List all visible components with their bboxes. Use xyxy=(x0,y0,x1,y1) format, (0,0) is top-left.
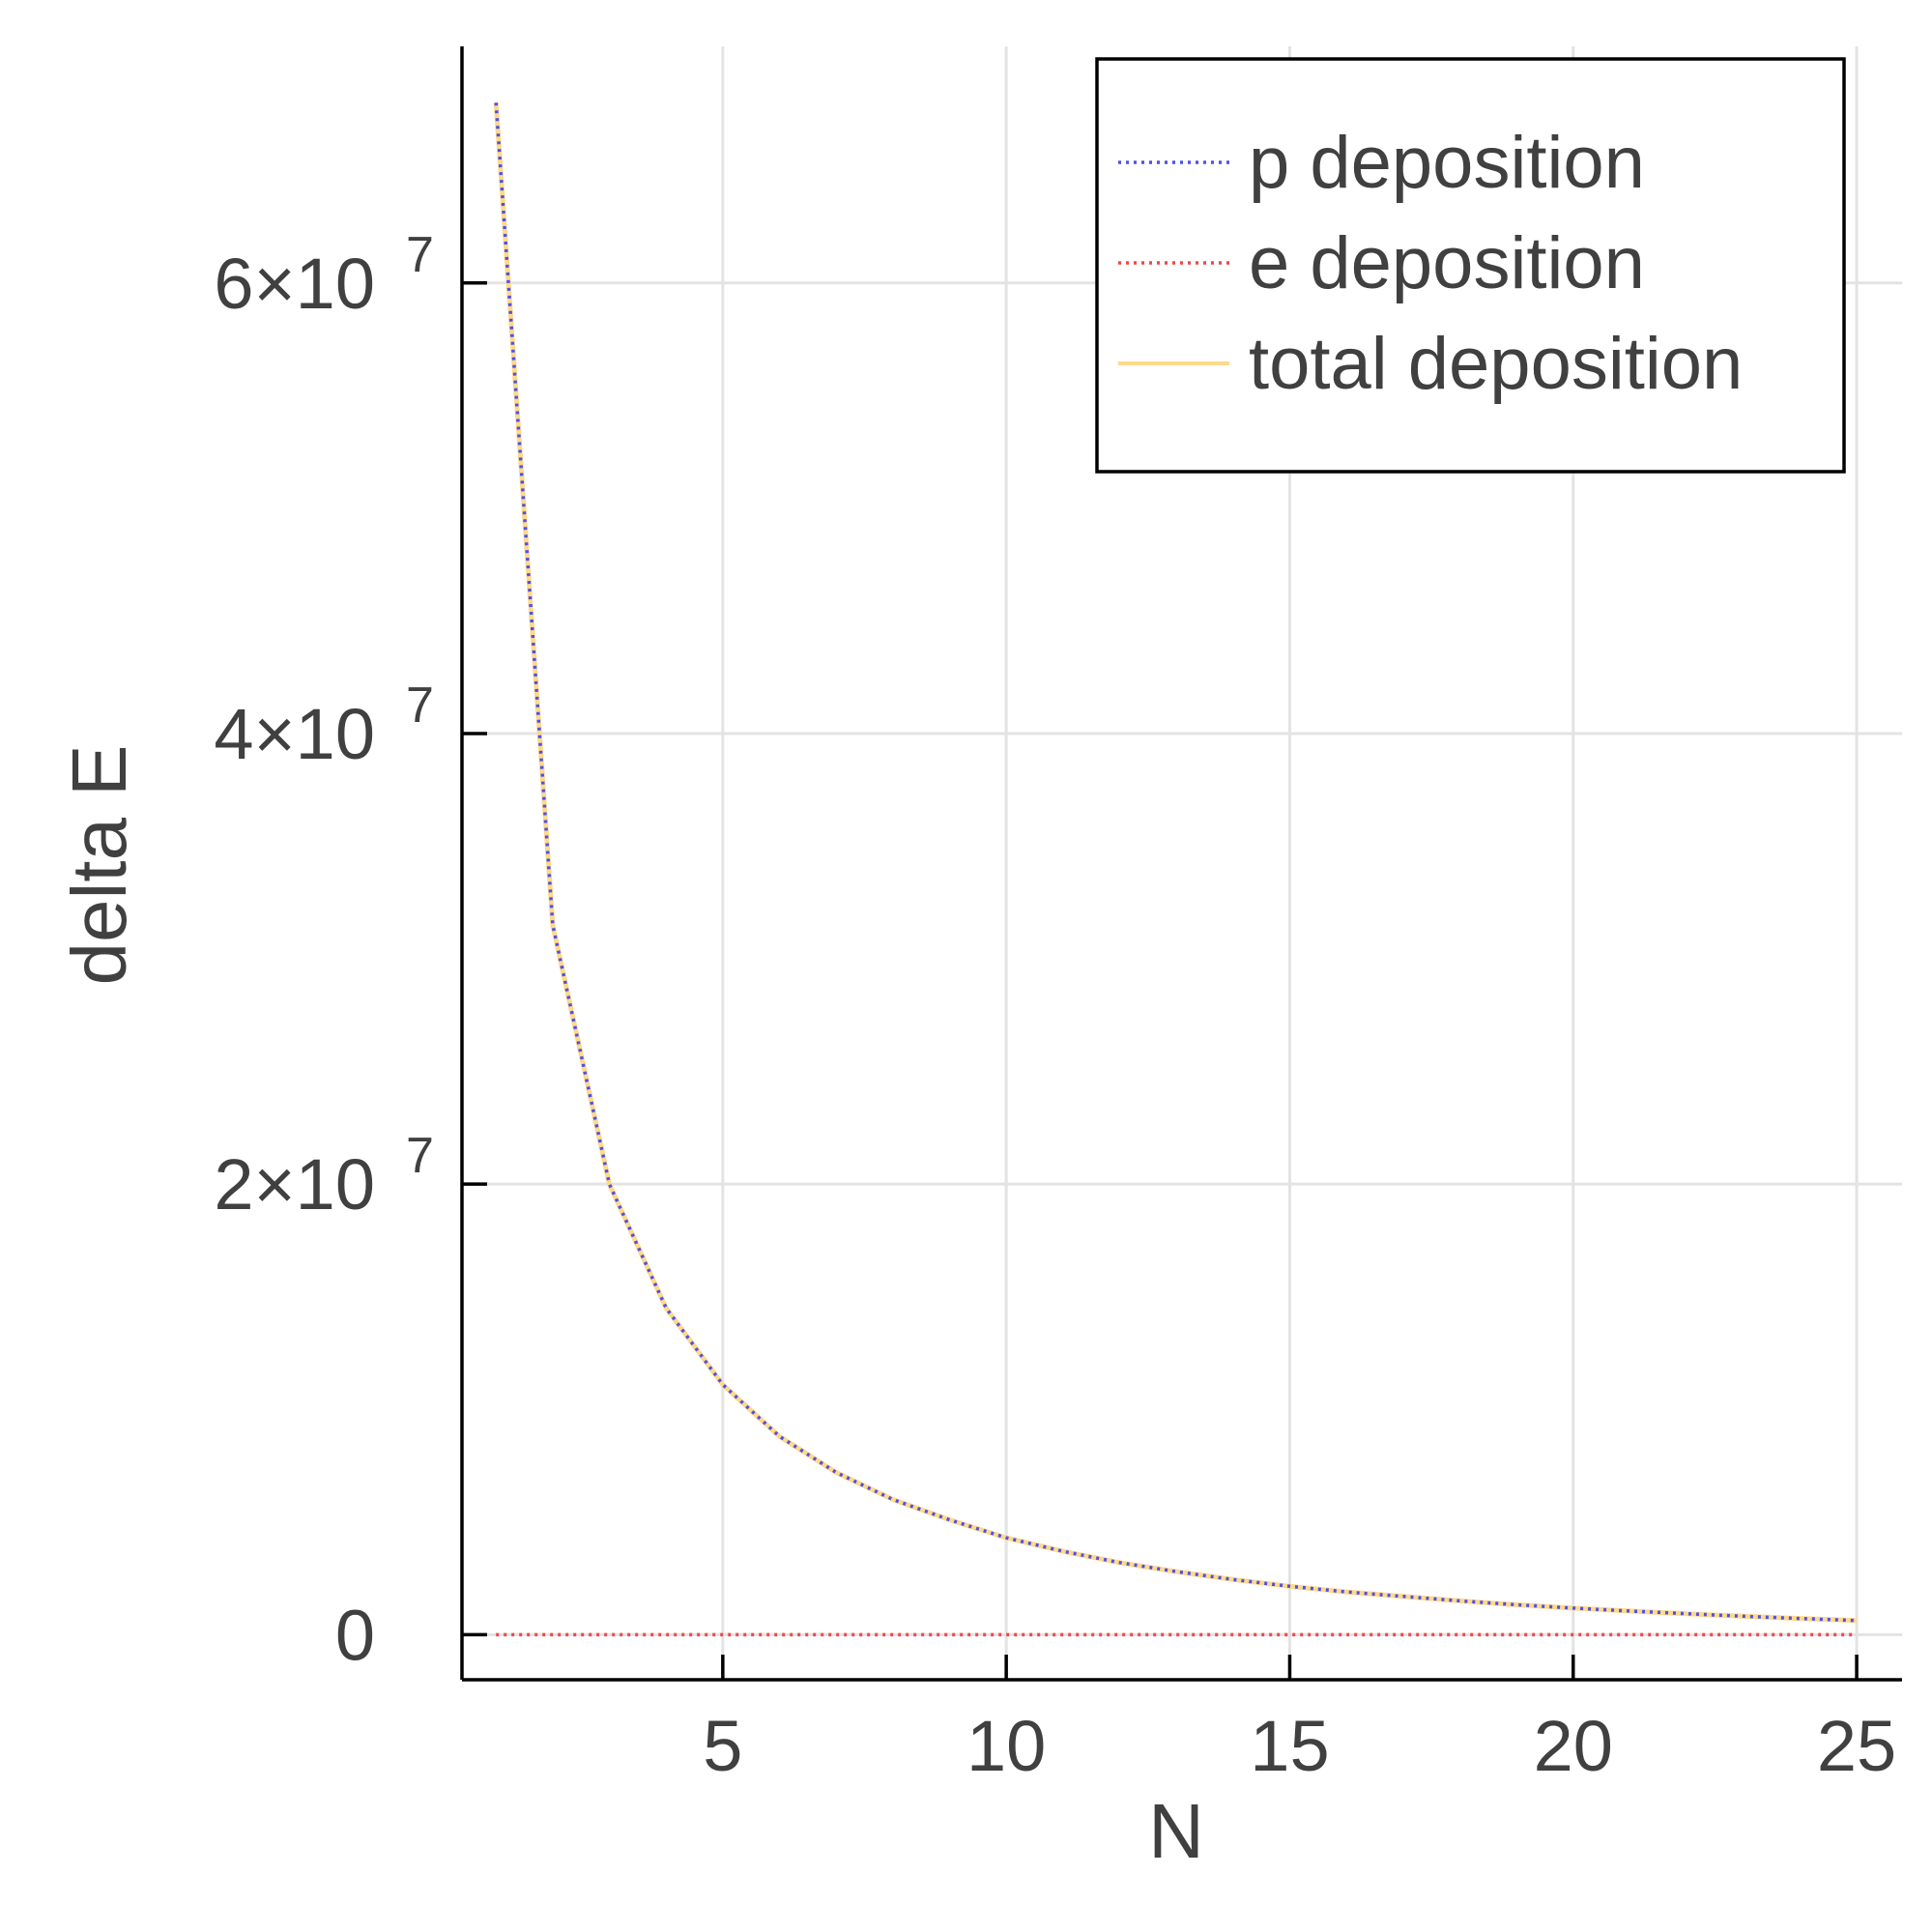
x-tick-label: 25 xyxy=(1817,1706,1896,1786)
y-axis-title: delta E xyxy=(56,744,142,985)
x-axis-title: N xyxy=(1148,1788,1204,1874)
y-tick-exponent: 7 xyxy=(406,678,434,734)
y-tick-label: 4×10 xyxy=(214,694,375,774)
tick-labels: 5 10 15 20 25 0 2×10 7 4×10 7 6×10 7 xyxy=(214,227,1896,1786)
y-tick-label: 0 xyxy=(335,1595,375,1675)
legend-box xyxy=(1095,57,1846,474)
series-line-total-deposition xyxy=(493,102,1858,1624)
x-tick-label: 20 xyxy=(1534,1706,1613,1786)
y-tick-exponent: 7 xyxy=(406,227,434,283)
legend-label: p deposition xyxy=(1249,122,1645,204)
y-tick-label: 6×10 xyxy=(214,244,375,324)
legend-label: total deposition xyxy=(1249,323,1743,405)
series-lines xyxy=(493,102,1858,1637)
y-tick-label: 2×10 xyxy=(214,1144,375,1225)
legend-label: e deposition xyxy=(1249,222,1645,304)
x-tick-label: 15 xyxy=(1250,1706,1329,1786)
tick-marks xyxy=(462,281,1859,1680)
axes xyxy=(460,46,1902,1682)
x-tick-label: 10 xyxy=(966,1706,1046,1786)
legend: p deposition e deposition total deposition xyxy=(1095,57,1846,474)
x-tick-label: 5 xyxy=(703,1706,742,1786)
y-tick-exponent: 7 xyxy=(406,1128,434,1184)
